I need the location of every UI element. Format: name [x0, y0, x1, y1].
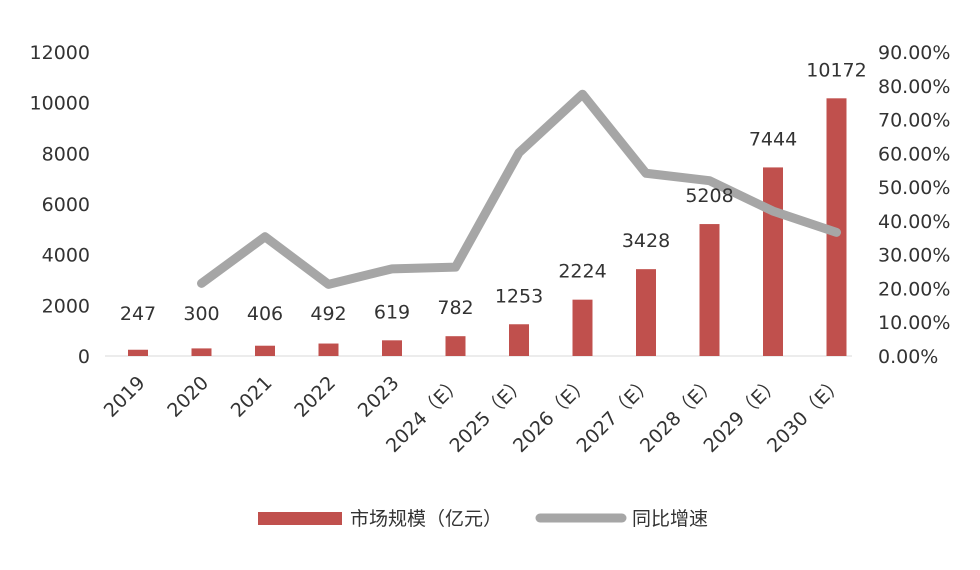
left-tick-label: 12000 [30, 42, 90, 64]
growth-point [201, 282, 203, 284]
bar-series [128, 98, 847, 357]
bar [318, 343, 339, 356]
growth-line-series [197, 89, 841, 289]
data-label: 300 [183, 303, 219, 325]
x-tick-label: 2020 [163, 372, 213, 422]
x-tick-label: 2019 [100, 372, 150, 422]
left-axis: 0 2000 4000 6000 8000 10000 12000 [30, 42, 90, 368]
growth-point [709, 180, 711, 182]
right-tick-label: 50.00% [878, 177, 950, 199]
bar [382, 340, 402, 356]
bar [763, 167, 783, 356]
right-tick-label: 90.00% [878, 42, 950, 64]
bar [636, 269, 656, 356]
growth-point [582, 93, 584, 95]
x-tick-label: 2022 [290, 372, 340, 422]
data-label: 2224 [558, 261, 606, 283]
legend-label-growth: 同比增速 [632, 508, 708, 530]
right-tick-label: 80.00% [878, 76, 950, 98]
bar [255, 345, 275, 356]
right-tick-label: 0.00% [878, 346, 938, 368]
right-tick-label: 30.00% [878, 245, 950, 267]
data-label: 619 [374, 301, 410, 323]
legend-label-market-size: 市场规模（亿元） [350, 508, 502, 530]
legend-swatch-market-size [258, 512, 342, 525]
bar [509, 324, 529, 356]
data-label: 5208 [685, 185, 733, 207]
data-label: 3428 [622, 230, 670, 252]
growth-line [197, 89, 841, 289]
right-tick-label: 10.00% [878, 312, 950, 334]
right-tick-label: 60.00% [878, 143, 950, 165]
right-axis: 0.00% 10.00% 20.00% 30.00% 40.00% 50.00% 60.00… [878, 42, 950, 368]
bar [445, 336, 466, 356]
data-label: 1253 [495, 285, 543, 307]
left-tick-label: 6000 [42, 194, 90, 216]
growth-point [391, 268, 393, 270]
x-tick-label: 2023 [354, 372, 404, 422]
left-tick-label: 0 [78, 346, 90, 368]
x-axis: 2019 2020 2021 2022 20232024（E）2025（E）2026（E… [100, 372, 848, 457]
data-label: 406 [247, 303, 283, 325]
data-label: 10172 [806, 59, 866, 81]
left-tick-label: 4000 [42, 245, 90, 267]
left-tick-label: 2000 [42, 295, 90, 317]
growth-point [328, 283, 330, 285]
growth-point [455, 266, 457, 268]
data-label: 7444 [749, 128, 797, 150]
bar [572, 299, 593, 356]
right-tick-label: 20.00% [878, 278, 950, 300]
data-label: 782 [437, 297, 473, 319]
left-tick-label: 8000 [42, 143, 90, 165]
bar [699, 224, 720, 356]
x-tick-label: 2021 [227, 372, 277, 422]
bar [826, 98, 847, 357]
data-label: 492 [310, 303, 346, 325]
right-tick-label: 40.00% [878, 211, 950, 233]
bar [128, 349, 148, 356]
legend: 市场规模（亿元） 同比增速 [258, 508, 708, 530]
growth-point [836, 231, 838, 233]
bar [191, 348, 212, 356]
growth-point [264, 236, 266, 238]
data-label: 247 [120, 303, 156, 325]
data-labels: 247 300 406 492 619 782 1253 2224 3428 5208 7444 10… [120, 59, 867, 325]
growth-point [518, 152, 520, 154]
right-tick-label: 70.00% [878, 110, 950, 132]
growth-point [772, 210, 774, 212]
left-tick-label: 10000 [30, 93, 90, 115]
growth-point [645, 172, 647, 174]
